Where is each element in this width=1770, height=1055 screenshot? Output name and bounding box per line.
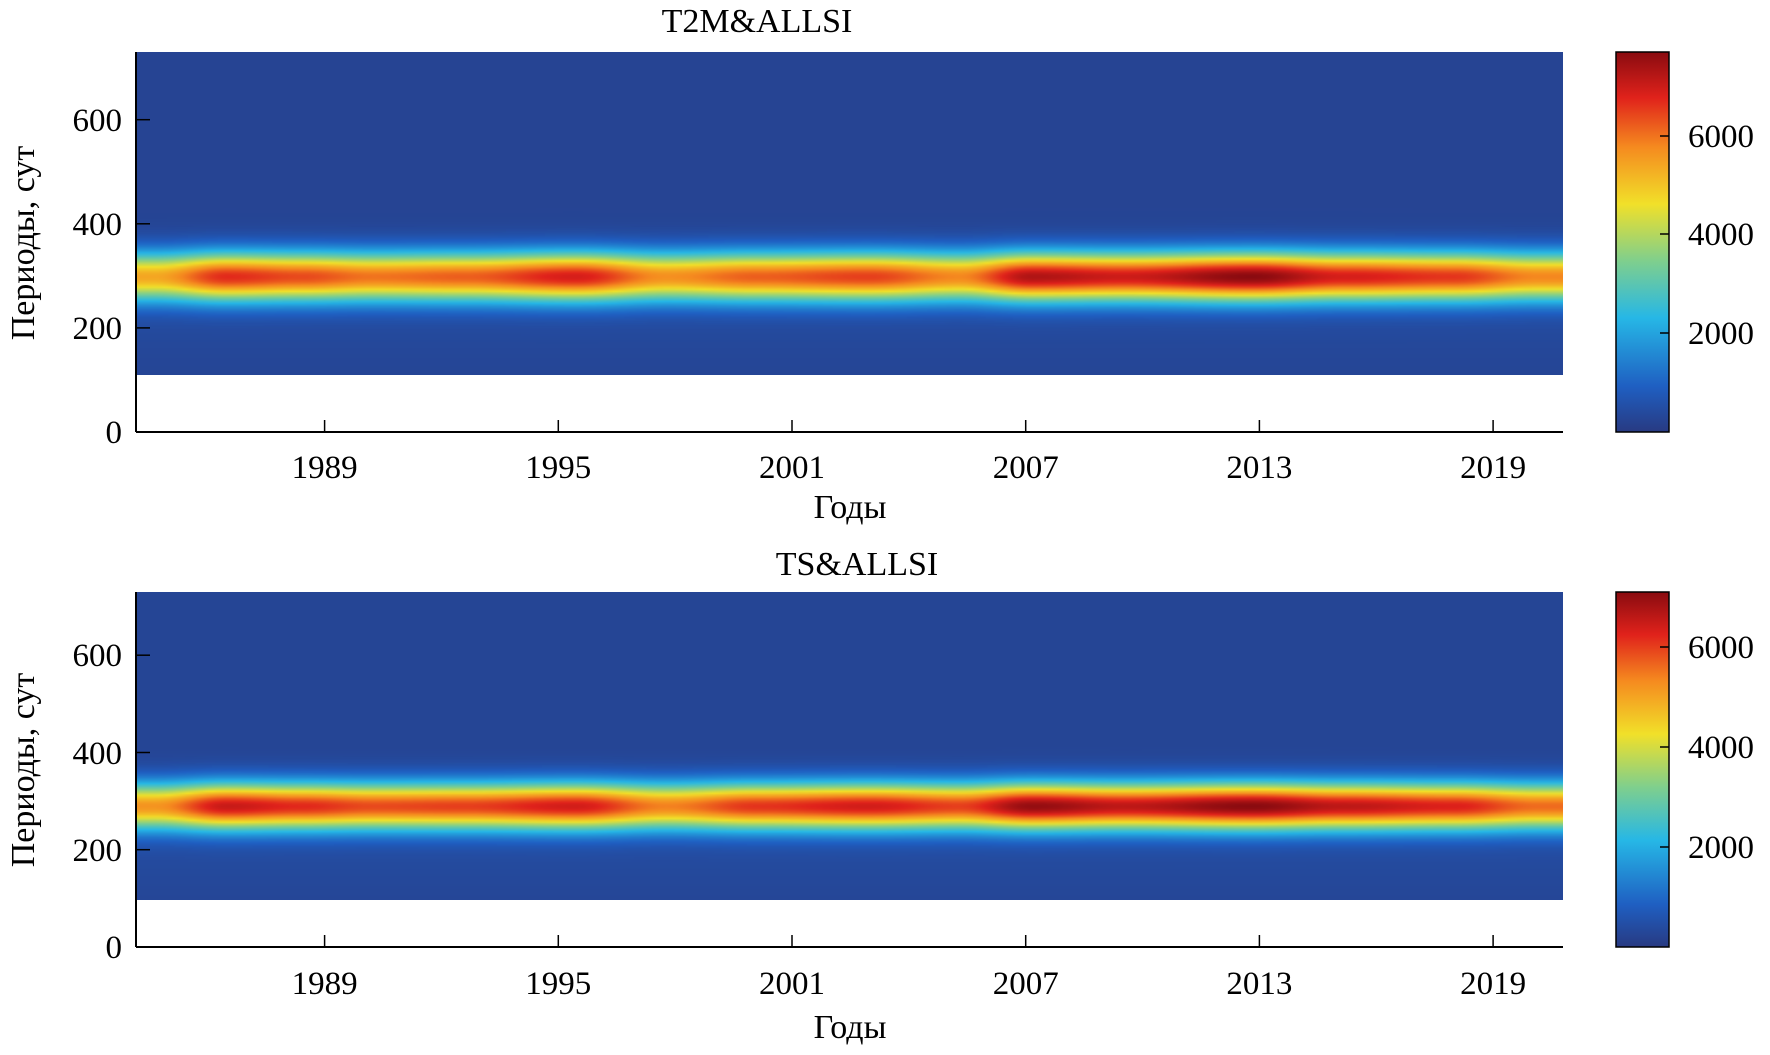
- x-tick-label: 2001: [759, 450, 825, 486]
- chart-panel-2: TS&ALLSI 1989 1995 2001 2007 2013 2019: [5, 546, 1754, 1046]
- y-axis-label: Периоды, сут: [5, 146, 42, 341]
- heatmap-cells: [136, 592, 1563, 900]
- chart-title: T2M&ALLSI: [662, 3, 853, 40]
- y-ticks: 0 200 400 600: [73, 103, 150, 451]
- y-ticks: 0 200 400 600: [73, 638, 150, 966]
- colorbar-gradient: [1615, 591, 1670, 948]
- x-tick-label: 2019: [1460, 450, 1526, 486]
- y-tick-label: 0: [106, 415, 123, 451]
- y-axis-label: Периоды, сут: [5, 673, 42, 868]
- y-tick-label: 600: [73, 638, 123, 674]
- x-axis-label: Годы: [814, 1009, 887, 1046]
- x-tick-label: 2007: [993, 450, 1059, 486]
- colorbar-tick-label: 2000: [1688, 316, 1754, 352]
- heatmap-image: [136, 592, 1563, 900]
- chart-title: TS&ALLSI: [776, 546, 938, 583]
- axes: [135, 592, 1563, 948]
- chart-panel-1: T2M&ALLSI 1989 1995 2001 2007 2013 2019: [5, 3, 1754, 526]
- x-tick-label: 1995: [525, 450, 591, 486]
- y-tick-label: 400: [73, 736, 123, 772]
- colorbar-tick-label: 4000: [1688, 217, 1754, 253]
- x-tick-label: 1989: [292, 966, 358, 1002]
- y-tick-label: 200: [73, 311, 123, 347]
- colorbar: 2000 4000 6000: [1615, 51, 1754, 433]
- y-tick-label: 0: [106, 930, 123, 966]
- x-tick-label: 2013: [1226, 966, 1292, 1002]
- x-tick-label: 2013: [1226, 450, 1292, 486]
- x-tick-label: 2019: [1460, 966, 1526, 1002]
- colorbar-tick-label: 4000: [1688, 730, 1754, 766]
- x-tick-label: 1989: [292, 450, 358, 486]
- x-tick-label: 1995: [525, 966, 591, 1002]
- y-tick-label: 200: [73, 833, 123, 869]
- x-tick-label: 2001: [759, 966, 825, 1002]
- x-ticks: 1989 1995 2001 2007 2013 2019: [292, 420, 1526, 486]
- colorbar: 2000 4000 6000: [1615, 591, 1754, 948]
- colorbar-tick-label: 2000: [1688, 830, 1754, 866]
- colorbar-gradient: [1615, 51, 1670, 433]
- colorbar-tick-label: 6000: [1688, 630, 1754, 666]
- colorbar-tick-label: 6000: [1688, 119, 1754, 155]
- y-tick-label: 600: [73, 103, 123, 139]
- x-axis-label: Годы: [814, 489, 887, 526]
- x-tick-label: 2007: [993, 966, 1059, 1002]
- axes: [135, 52, 1563, 433]
- x-ticks: 1989 1995 2001 2007 2013 2019: [292, 935, 1526, 1002]
- heatmap-cells: [136, 52, 1563, 375]
- y-tick-label: 400: [73, 207, 123, 243]
- heatmap-image: [136, 52, 1563, 375]
